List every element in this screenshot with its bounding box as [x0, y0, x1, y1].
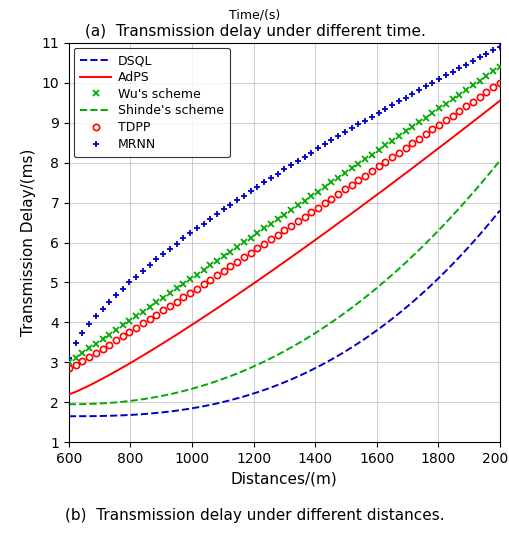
DSQL — [428, 281, 434, 288]
Wu's scheme — [247, 234, 253, 241]
AdPS — [496, 98, 502, 104]
Line: Wu's scheme: Wu's scheme — [65, 63, 502, 366]
TDPP — [288, 222, 294, 229]
DSQL — [329, 356, 335, 362]
TDPP — [166, 303, 173, 309]
MRNN — [288, 162, 294, 168]
Line: TDPP: TDPP — [66, 80, 502, 371]
TDPP — [483, 89, 489, 95]
Wu's scheme — [288, 207, 294, 213]
Line: DSQL: DSQL — [69, 211, 499, 416]
Line: AdPS: AdPS — [69, 101, 499, 394]
Wu's scheme — [66, 359, 72, 366]
Text: (b)  Transmission delay under different distances.: (b) Transmission delay under different d… — [65, 508, 444, 523]
Shinde's scheme — [428, 234, 434, 240]
Y-axis label: Transmission Delay/(ms): Transmission Delay/(ms) — [21, 149, 36, 336]
Wu's scheme — [193, 271, 200, 278]
Shinde's scheme — [329, 318, 335, 325]
DSQL — [67, 413, 73, 420]
AdPS — [66, 391, 72, 398]
Wu's scheme — [483, 73, 489, 79]
DSQL — [456, 254, 462, 260]
AdPS — [329, 224, 335, 230]
Shinde's scheme — [320, 324, 326, 331]
DSQL — [322, 360, 328, 366]
Wu's scheme — [435, 105, 441, 111]
DSQL — [66, 413, 72, 420]
Line: MRNN: MRNN — [65, 43, 502, 362]
DSQL — [320, 360, 326, 367]
AdPS — [456, 129, 462, 136]
Text: (a)  Transmission delay under different time.: (a) Transmission delay under different t… — [84, 24, 425, 39]
TDPP — [66, 365, 72, 371]
Wu's scheme — [496, 64, 502, 70]
MRNN — [166, 245, 173, 252]
Shinde's scheme — [322, 323, 328, 330]
DSQL — [496, 207, 502, 214]
MRNN — [496, 43, 502, 50]
AdPS — [322, 229, 328, 236]
TDPP — [496, 80, 502, 86]
Legend: DSQL, AdPS, Wu's scheme, Shinde's scheme, TDPP, MRNN: DSQL, AdPS, Wu's scheme, Shinde's scheme… — [74, 48, 230, 157]
Shinde's scheme — [67, 401, 73, 407]
Line: Shinde's scheme: Shinde's scheme — [69, 161, 499, 404]
MRNN — [247, 188, 253, 194]
X-axis label: Distances/(m): Distances/(m) — [231, 472, 337, 487]
MRNN — [435, 76, 441, 83]
MRNN — [483, 51, 489, 57]
MRNN — [193, 225, 200, 232]
Shinde's scheme — [456, 205, 462, 211]
TDPP — [247, 250, 253, 256]
TDPP — [193, 285, 200, 292]
AdPS — [67, 391, 73, 397]
Wu's scheme — [166, 290, 173, 296]
Shinde's scheme — [496, 158, 502, 164]
MRNN — [66, 355, 72, 362]
Shinde's scheme — [66, 401, 72, 407]
AdPS — [428, 150, 434, 157]
AdPS — [320, 230, 326, 237]
Text: Time/(s): Time/(s) — [229, 8, 280, 21]
TDPP — [435, 122, 441, 128]
